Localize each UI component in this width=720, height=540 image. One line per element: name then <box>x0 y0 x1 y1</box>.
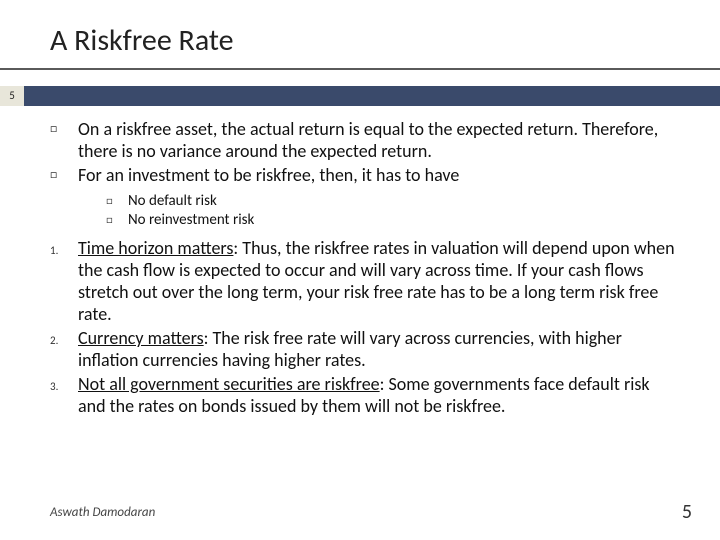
numbered-text: Currency matters: The risk free rate wil… <box>78 327 680 371</box>
numbered-item: 2. Currency matters: The risk free rate … <box>50 327 680 371</box>
number-marker: 2. <box>50 327 78 352</box>
bullet-item: □ For an investment to be riskfree, then… <box>50 164 680 186</box>
box-marker-icon: □ <box>50 164 78 186</box>
accent-band <box>0 86 720 106</box>
page-badge: 5 <box>0 86 24 106</box>
box-marker-icon: □ <box>106 211 128 229</box>
number-marker: 3. <box>50 373 78 398</box>
slide-title: A Riskfree Rate <box>50 22 234 59</box>
sub-bullet-text: No reinvestment risk <box>128 211 680 229</box>
sub-bullet-group: □ No default risk □ No reinvestment risk <box>106 192 680 229</box>
numbered-lead: Time horizon matters <box>78 237 233 259</box>
bullet-text: On a riskfree asset, the actual return i… <box>78 118 680 162</box>
sub-bullet-item: □ No default risk <box>106 192 680 210</box>
numbered-lead: Currency matters <box>78 327 204 349</box>
numbered-lead: Not all government securities are riskfr… <box>78 373 380 395</box>
footer-page-number: 5 <box>682 500 692 524</box>
slide: A Riskfree Rate 5 □ On a riskfree asset,… <box>0 0 720 540</box>
content-area: □ On a riskfree asset, the actual return… <box>50 118 680 419</box>
bullet-text: For an investment to be riskfree, then, … <box>78 164 680 186</box>
numbered-text: Not all government securities are riskfr… <box>78 373 680 417</box>
title-underline <box>0 68 720 70</box>
footer-author: Aswath Damodaran <box>50 505 155 520</box>
box-marker-icon: □ <box>50 118 78 140</box>
box-marker-icon: □ <box>106 192 128 210</box>
number-marker: 1. <box>50 237 78 262</box>
numbered-item: 1. Time horizon matters: Thus, the riskf… <box>50 237 680 325</box>
sub-bullet-text: No default risk <box>128 192 680 210</box>
numbered-text: Time horizon matters: Thus, the riskfree… <box>78 237 680 325</box>
bullet-item: □ On a riskfree asset, the actual return… <box>50 118 680 162</box>
sub-bullet-item: □ No reinvestment risk <box>106 211 680 229</box>
numbered-item: 3. Not all government securities are ris… <box>50 373 680 417</box>
